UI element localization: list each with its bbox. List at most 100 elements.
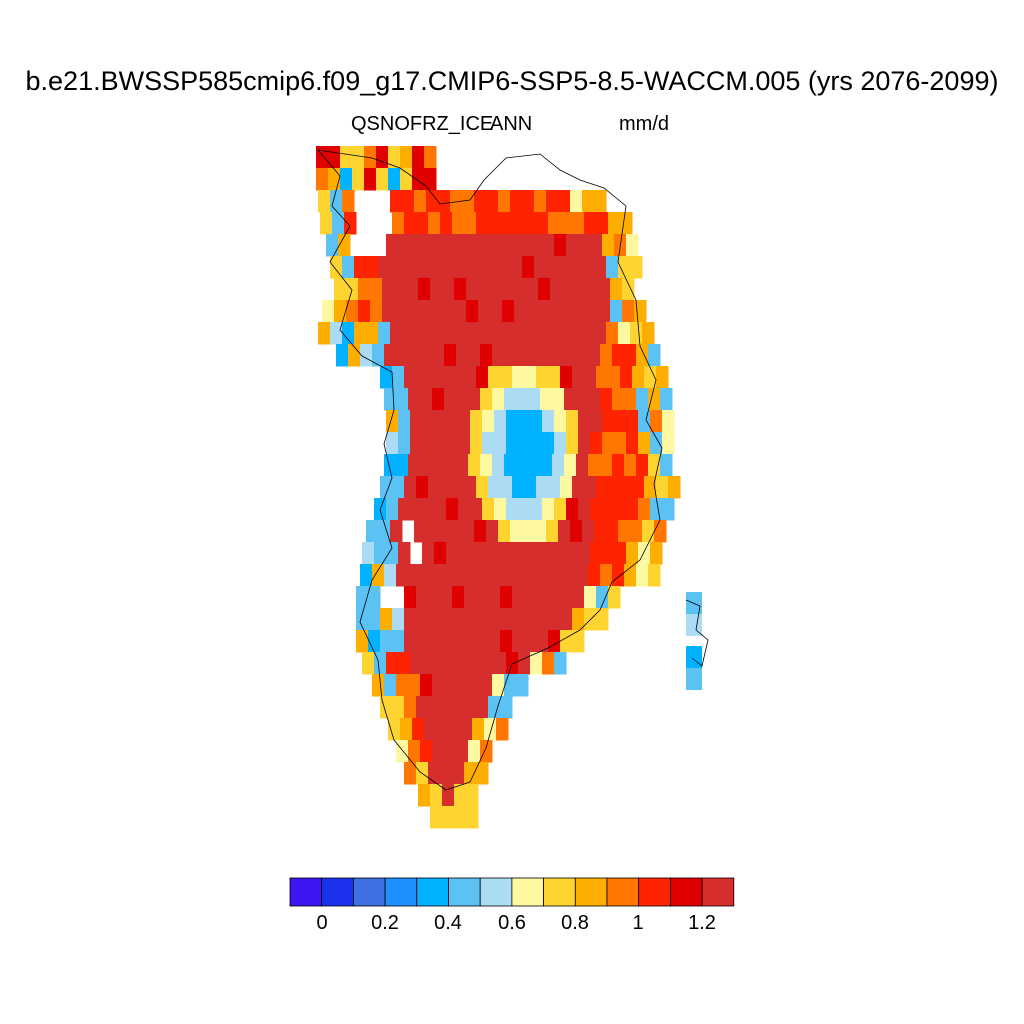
map-cell xyxy=(572,476,585,499)
colorbar-swatch xyxy=(448,877,481,907)
map-cell xyxy=(600,388,613,411)
map-cell xyxy=(428,366,441,389)
map-cell xyxy=(468,454,481,477)
map-cell xyxy=(396,674,409,697)
map-cell xyxy=(624,454,637,477)
map-cell xyxy=(458,652,471,675)
map-cell xyxy=(466,806,479,829)
map-cell xyxy=(648,388,661,411)
map-cell xyxy=(446,234,459,257)
map-cell xyxy=(342,190,355,213)
map-cell xyxy=(590,432,603,455)
map-cell xyxy=(404,696,417,719)
map-cell xyxy=(634,300,647,323)
map-cell xyxy=(548,586,561,609)
map-cell xyxy=(474,322,487,345)
map-cell xyxy=(564,344,577,367)
map-cell xyxy=(618,520,631,543)
map-cell xyxy=(456,454,469,477)
map-cell xyxy=(622,300,635,323)
map-cell xyxy=(498,520,511,543)
map-cell xyxy=(330,190,343,213)
map-cell xyxy=(392,366,405,389)
colorbar-swatch xyxy=(606,877,640,907)
map-cell xyxy=(572,630,585,653)
map-cell xyxy=(494,652,507,675)
map-cell xyxy=(602,542,615,565)
map-cell xyxy=(320,212,333,235)
map-cell xyxy=(456,344,469,367)
map-cell xyxy=(440,476,453,499)
colorbar-label: 1 xyxy=(632,912,644,934)
map-cell xyxy=(428,762,441,785)
map-cell xyxy=(606,256,619,279)
map-cell xyxy=(404,476,417,499)
map-cell xyxy=(422,410,435,433)
map-cell xyxy=(518,652,531,675)
map-cell xyxy=(560,212,573,235)
map-cell xyxy=(462,322,475,345)
map-cell xyxy=(656,476,669,499)
map-cell xyxy=(488,586,501,609)
map-cell xyxy=(434,432,447,455)
map-cell xyxy=(338,234,351,257)
map-cell xyxy=(662,432,675,455)
map-cell xyxy=(608,212,621,235)
map-cell xyxy=(408,740,421,763)
map-cell xyxy=(500,696,513,719)
map-cell xyxy=(416,212,429,235)
map-cell xyxy=(418,278,431,301)
map-cell xyxy=(422,542,435,565)
map-cell xyxy=(404,586,417,609)
map-cell xyxy=(386,498,399,521)
map-cell xyxy=(402,256,415,279)
map-cell xyxy=(408,388,421,411)
map-cell xyxy=(480,388,493,411)
map-cell xyxy=(384,344,397,367)
map-cell xyxy=(330,256,343,279)
map-cell xyxy=(560,630,573,653)
map-cell xyxy=(494,410,507,433)
map-cell xyxy=(402,190,415,213)
map-cell xyxy=(594,256,607,279)
map-cell xyxy=(514,300,527,323)
map-cell xyxy=(588,454,601,477)
colorbar-swatch xyxy=(511,877,544,907)
map-cell xyxy=(388,718,401,741)
map-cell xyxy=(546,190,559,213)
map-cell xyxy=(348,344,361,367)
map-cell xyxy=(558,256,571,279)
map-cell xyxy=(470,652,483,675)
map-cell xyxy=(414,190,427,213)
map-cell xyxy=(404,366,417,389)
map-cell xyxy=(602,234,615,257)
map-cell xyxy=(530,234,543,257)
map-cell xyxy=(572,212,585,235)
map-cell xyxy=(630,520,643,543)
map-cell xyxy=(488,212,501,235)
map-cell xyxy=(316,168,329,191)
map-cell xyxy=(500,630,513,653)
map-cell xyxy=(398,652,411,675)
map-cell xyxy=(444,454,457,477)
map-cell xyxy=(352,146,365,169)
map-cell xyxy=(560,586,573,609)
map-cell xyxy=(388,168,401,191)
coastline-path xyxy=(317,149,663,791)
map-cell xyxy=(378,256,391,279)
map-cell xyxy=(576,344,589,367)
map-cell xyxy=(440,696,453,719)
map-cell xyxy=(380,608,393,631)
colorbar-swatch xyxy=(416,877,449,907)
map-cell xyxy=(530,652,543,675)
map-cell xyxy=(630,322,643,345)
map-cell xyxy=(522,322,535,345)
map-cell xyxy=(428,476,441,499)
map-cell xyxy=(464,366,477,389)
map-cell xyxy=(482,542,495,565)
map-cell xyxy=(626,542,639,565)
map-cell xyxy=(408,454,421,477)
map-cell xyxy=(498,322,511,345)
map-cell xyxy=(528,454,541,477)
map-cell xyxy=(420,454,433,477)
